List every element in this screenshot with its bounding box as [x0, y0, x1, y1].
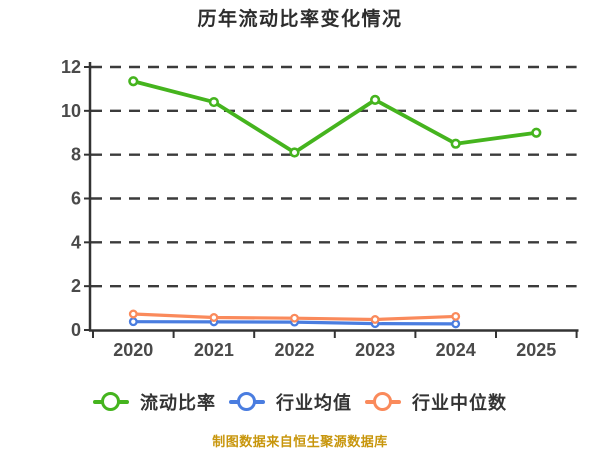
legend-item-industry-average: 行业均值	[229, 389, 352, 415]
x-tick-label: 2024	[436, 340, 476, 360]
series-line-current-ratio	[131, 79, 539, 155]
y-tick-label: 6	[71, 189, 81, 209]
legend-marker-current-ratio-icon	[93, 392, 129, 412]
x-tick-label: 2020	[113, 340, 153, 360]
legend-circle-swatch	[373, 392, 392, 411]
legend-marker-industry-median-icon	[365, 392, 401, 412]
data-point-current-ratio	[289, 147, 300, 158]
data-point-current-ratio	[128, 76, 139, 87]
x-tick-label: 2023	[355, 340, 395, 360]
x-tick-label: 2021	[194, 340, 234, 360]
legend-label: 行业均值	[276, 393, 352, 413]
data-point-industry-median	[290, 313, 299, 323]
data-point-current-ratio	[370, 94, 381, 105]
data-point-industry-median	[451, 311, 461, 321]
y-tick-label: 2	[71, 276, 81, 296]
y-tick-label: 8	[71, 145, 81, 165]
chart-title: 历年流动比率变化情况	[197, 9, 403, 30]
legend-label: 行业中位数	[412, 393, 507, 413]
data-point-industry-average	[128, 317, 138, 327]
legend-marker-industry-average-icon	[229, 392, 265, 412]
y-tick-label: 12	[61, 57, 81, 77]
data-point-industry-median	[370, 315, 380, 324]
data-point-industry-median	[209, 313, 219, 322]
legend-item-industry-median: 行业中位数	[365, 389, 507, 415]
data-point-industry-median	[128, 309, 138, 319]
y-tick-label: 4	[71, 232, 81, 252]
legend-item-current-ratio: 流动比率	[93, 389, 216, 415]
x-tick-label: 2025	[516, 340, 556, 360]
y-tick-label: 0	[71, 320, 81, 340]
legend: 流动比率 行业均值 行业中位数	[0, 389, 600, 415]
data-point-current-ratio	[531, 127, 542, 138]
legend-circle-swatch	[101, 392, 120, 411]
data-point-current-ratio	[208, 96, 219, 108]
legend-label: 流动比率	[140, 393, 216, 413]
legend-circle-swatch	[237, 392, 256, 411]
data-point-current-ratio	[450, 138, 461, 149]
data-point-industry-average	[451, 319, 461, 329]
y-tick-label: 10	[61, 101, 81, 121]
data-source-note: 制图数据来自恒生聚源数据库	[212, 434, 388, 449]
x-tick-label: 2022	[274, 340, 314, 360]
